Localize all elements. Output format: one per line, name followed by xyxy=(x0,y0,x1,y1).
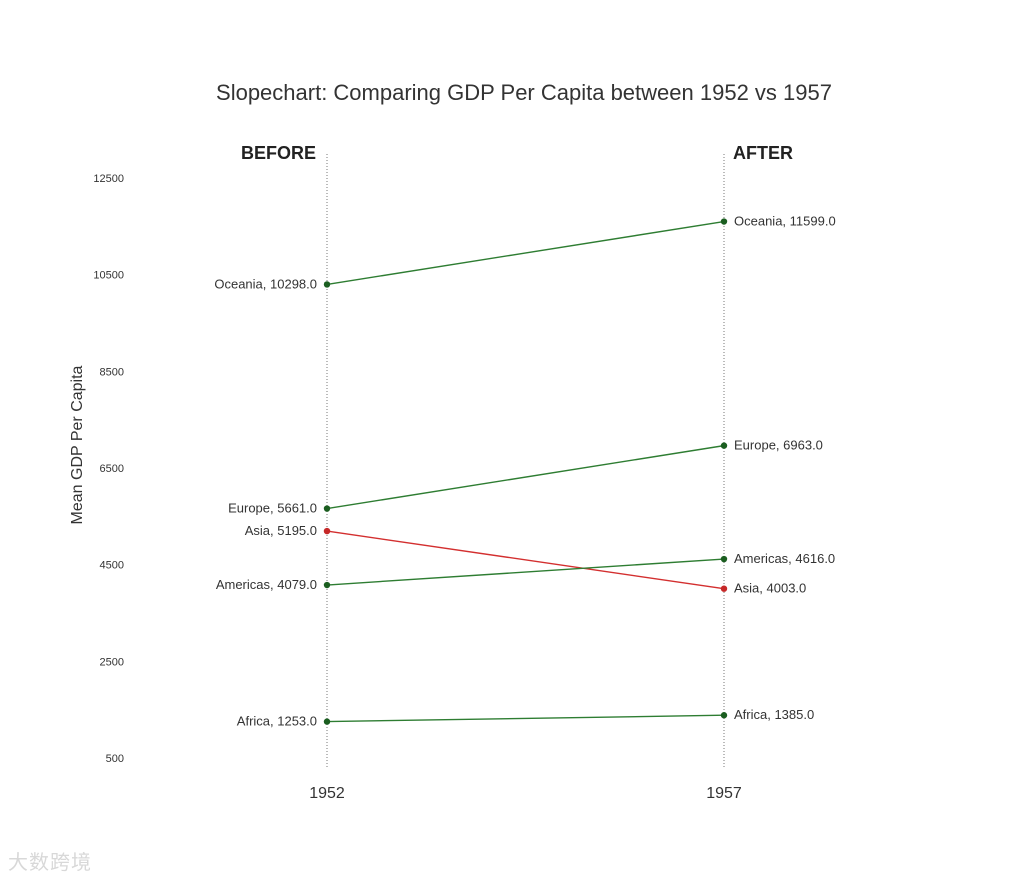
points xyxy=(323,218,728,725)
point-1957-europe xyxy=(720,442,728,449)
y-tick-label: 8500 xyxy=(100,366,124,378)
label-1957-africa: Africa, 1385.0 xyxy=(734,707,814,722)
label-1952-americas: Americas, 4079.0 xyxy=(216,577,317,592)
point-1957-asia xyxy=(720,585,728,592)
slope-line-oceania xyxy=(326,220,725,286)
y-axis-label: Mean GDP Per Capita xyxy=(69,365,86,524)
slope-line-americas xyxy=(326,558,725,586)
point-1952-africa xyxy=(323,718,331,725)
before-header: BEFORE xyxy=(241,143,316,163)
point-1957-oceania xyxy=(720,218,728,225)
point-1952-europe xyxy=(323,505,331,512)
y-tick-label: 500 xyxy=(106,753,124,765)
point-1952-oceania xyxy=(323,281,331,288)
label-1952-africa: Africa, 1253.0 xyxy=(237,714,317,729)
slope-line-asia xyxy=(326,530,725,590)
after-header: AFTER xyxy=(733,143,793,163)
y-tick-label: 10500 xyxy=(93,270,124,282)
slope-lines xyxy=(326,220,725,723)
x-tick-label: 1952 xyxy=(309,785,345,802)
point-1957-americas xyxy=(720,555,728,563)
point-1952-americas xyxy=(323,581,331,589)
slope-line-europe xyxy=(326,444,725,510)
label-1957-americas: Americas, 4616.0 xyxy=(734,551,835,566)
y-tick-label: 6500 xyxy=(100,463,124,475)
x-tick-label: 1957 xyxy=(706,785,742,802)
y-tick-label: 12500 xyxy=(93,173,124,185)
y-ticks: 500 2500 4500 6500 8500 10500 12500 xyxy=(93,173,124,765)
vertical-lines xyxy=(326,154,725,768)
point-1952-asia xyxy=(323,527,331,535)
label-1957-asia: Asia, 4003.0 xyxy=(734,581,806,596)
point-labels: Oceania, 10298.0 Oceania, 11599.0 Europe, … xyxy=(214,214,835,729)
label-1952-oceania: Oceania, 10298.0 xyxy=(214,276,317,291)
label-1957-europe: Europe, 6963.0 xyxy=(734,438,823,453)
label-1952-asia: Asia, 5195.0 xyxy=(245,523,317,538)
x-ticks: 1952 1957 xyxy=(309,785,742,802)
point-1957-africa xyxy=(720,712,728,719)
chart-title: Slopechart: Comparing GDP Per Capita bet… xyxy=(216,80,832,105)
slope-line-africa xyxy=(326,714,725,723)
y-tick-label: 2500 xyxy=(100,656,124,668)
label-1952-europe: Europe, 5661.0 xyxy=(228,501,317,516)
label-1957-oceania: Oceania, 11599.0 xyxy=(734,214,836,229)
y-tick-label: 4500 xyxy=(100,560,124,572)
watermark: 大数跨境 xyxy=(8,850,92,874)
